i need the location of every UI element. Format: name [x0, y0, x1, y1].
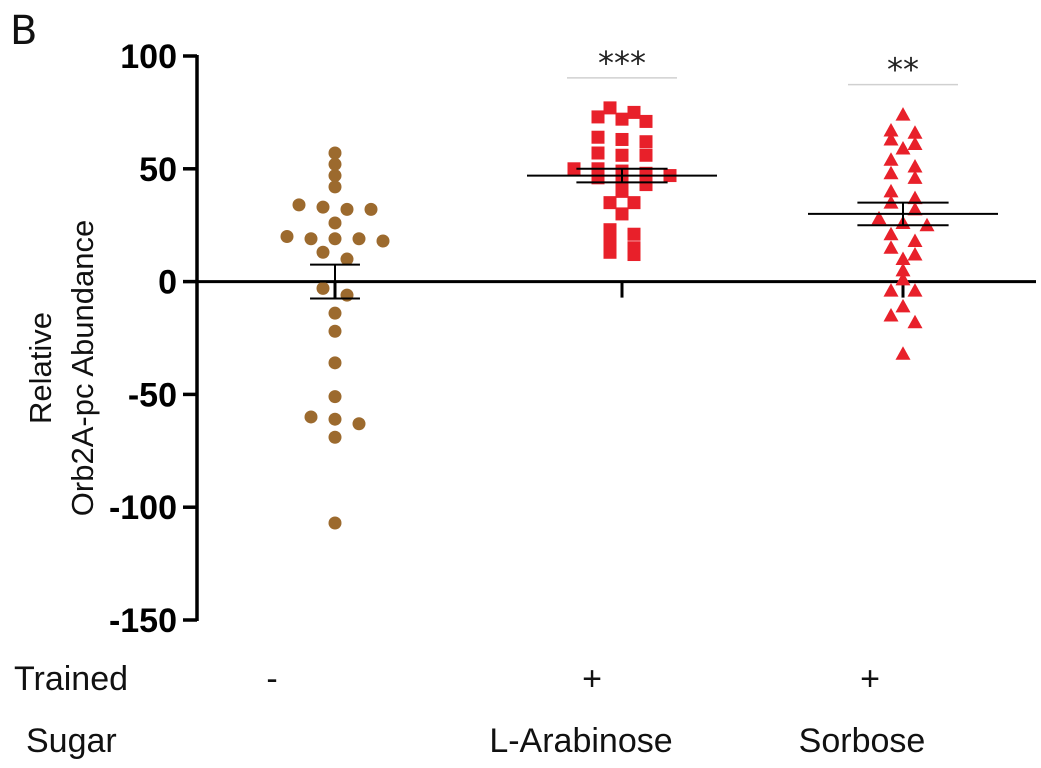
data-point-g3-7: [883, 152, 899, 166]
data-point-g1-1: [328, 146, 342, 160]
data-point-g1-23: [304, 410, 318, 424]
data-point-g2-5: [639, 114, 653, 128]
sugar-value-group-2: L-Arabinose: [489, 722, 673, 760]
data-point-g1-20: [328, 324, 342, 338]
data-point-g3-28: [883, 307, 899, 322]
y-tick-label-3: -50: [128, 376, 177, 414]
data-point-g3-9: [883, 165, 899, 180]
data-point-g3-22: [895, 251, 911, 266]
data-point-g2-24: [603, 223, 617, 237]
data-point-g1-22: [328, 390, 342, 404]
data-point-g2-7: [591, 130, 605, 144]
data-point-g2-12: [567, 162, 581, 176]
data-point-g1-6: [340, 202, 354, 216]
data-point-g1-19: [328, 306, 342, 320]
data-point-g2-23: [615, 207, 629, 221]
data-point-g3-30: [895, 346, 911, 360]
data-point-g2-2: [627, 105, 641, 119]
trained-value-group-2: +: [582, 660, 602, 698]
data-point-g1-15: [316, 245, 330, 259]
data-point-g3-10: [907, 170, 923, 184]
data-point-g1-3: [328, 169, 342, 183]
data-point-g2-20: [615, 184, 629, 198]
data-point-g1-10: [280, 229, 294, 243]
y-tick-label-2: 0: [158, 264, 177, 302]
data-point-g1-17: [316, 281, 330, 295]
row-label-trained: Trained: [14, 660, 129, 698]
data-point-g1-13: [328, 232, 342, 246]
data-point-g1-25: [352, 417, 366, 431]
data-point-g3-18: [883, 226, 899, 241]
panel-label: B: [10, 8, 38, 54]
data-point-g2-4: [615, 112, 629, 126]
data-point-g3-27: [895, 298, 911, 313]
significance-label-g3: **: [887, 51, 919, 89]
data-point-g2-22: [627, 196, 641, 210]
significance-label-g2: ***: [598, 44, 646, 82]
y-tick-label-4: -100: [109, 489, 177, 527]
data-point-g3-12: [907, 190, 923, 205]
data-point-g1-7: [292, 198, 306, 212]
data-point-g1-24: [328, 412, 342, 426]
data-point-g2-25: [627, 227, 641, 241]
data-point-g2-11: [639, 148, 653, 162]
data-point-g3-14: [907, 201, 923, 216]
data-point-g1-16: [340, 252, 354, 266]
data-point-g3-20: [883, 240, 899, 254]
data-point-g1-14: [352, 232, 366, 246]
data-point-g3-3: [907, 125, 923, 139]
data-point-g2-1: [603, 101, 617, 115]
y-tick-label-5: -150: [109, 602, 177, 640]
data-point-g3-15: [871, 210, 887, 225]
data-point-g3-8: [907, 159, 923, 173]
data-point-g1-4: [328, 180, 342, 194]
data-point-g3-11: [883, 183, 899, 198]
data-point-g3-19: [907, 233, 923, 247]
data-point-g1-2: [328, 157, 342, 171]
data-point-g2-3: [591, 110, 605, 124]
data-point-g1-18: [340, 288, 354, 302]
data-point-g2-9: [615, 148, 629, 162]
data-point-g1-11: [304, 232, 318, 246]
data-point-g3-29: [907, 314, 923, 329]
data-point-g1-21: [328, 356, 342, 370]
data-point-g1-26: [328, 430, 342, 444]
data-point-g3-1: [895, 107, 911, 121]
row-label-sugar: Sugar: [26, 722, 117, 760]
data-point-g1-5: [316, 200, 330, 214]
data-point-g3-2: [883, 122, 899, 137]
data-point-g2-29: [627, 248, 641, 262]
data-point-g3-24: [895, 271, 911, 286]
trained-value-group-3: +: [860, 660, 880, 698]
data-point-g3-21: [907, 247, 923, 261]
data-point-g1-8: [328, 216, 342, 230]
data-point-g3-25: [883, 283, 899, 297]
data-point-g3-26: [907, 283, 923, 297]
data-point-g2-19: [639, 178, 653, 192]
data-point-g2-10: [591, 146, 605, 160]
trained-value-group-1: -: [266, 660, 278, 698]
data-point-g3-5: [907, 136, 923, 150]
data-point-g3-6: [895, 140, 911, 155]
data-point-g2-28: [603, 245, 617, 259]
y-tick-label-0: 100: [120, 38, 177, 76]
sugar-value-group-3: Sorbose: [798, 722, 926, 760]
data-point-g3-4: [883, 131, 899, 146]
data-point-g1-9: [364, 202, 378, 216]
data-point-g1-27: [328, 516, 342, 530]
y-tick-label-1: 50: [139, 151, 177, 189]
data-point-g3-23: [895, 262, 911, 277]
data-point-g2-8: [639, 135, 653, 149]
data-point-g2-26: [603, 234, 617, 248]
data-point-g2-21: [603, 196, 617, 210]
data-point-g1-12: [376, 234, 390, 248]
data-point-g2-6: [615, 132, 629, 146]
